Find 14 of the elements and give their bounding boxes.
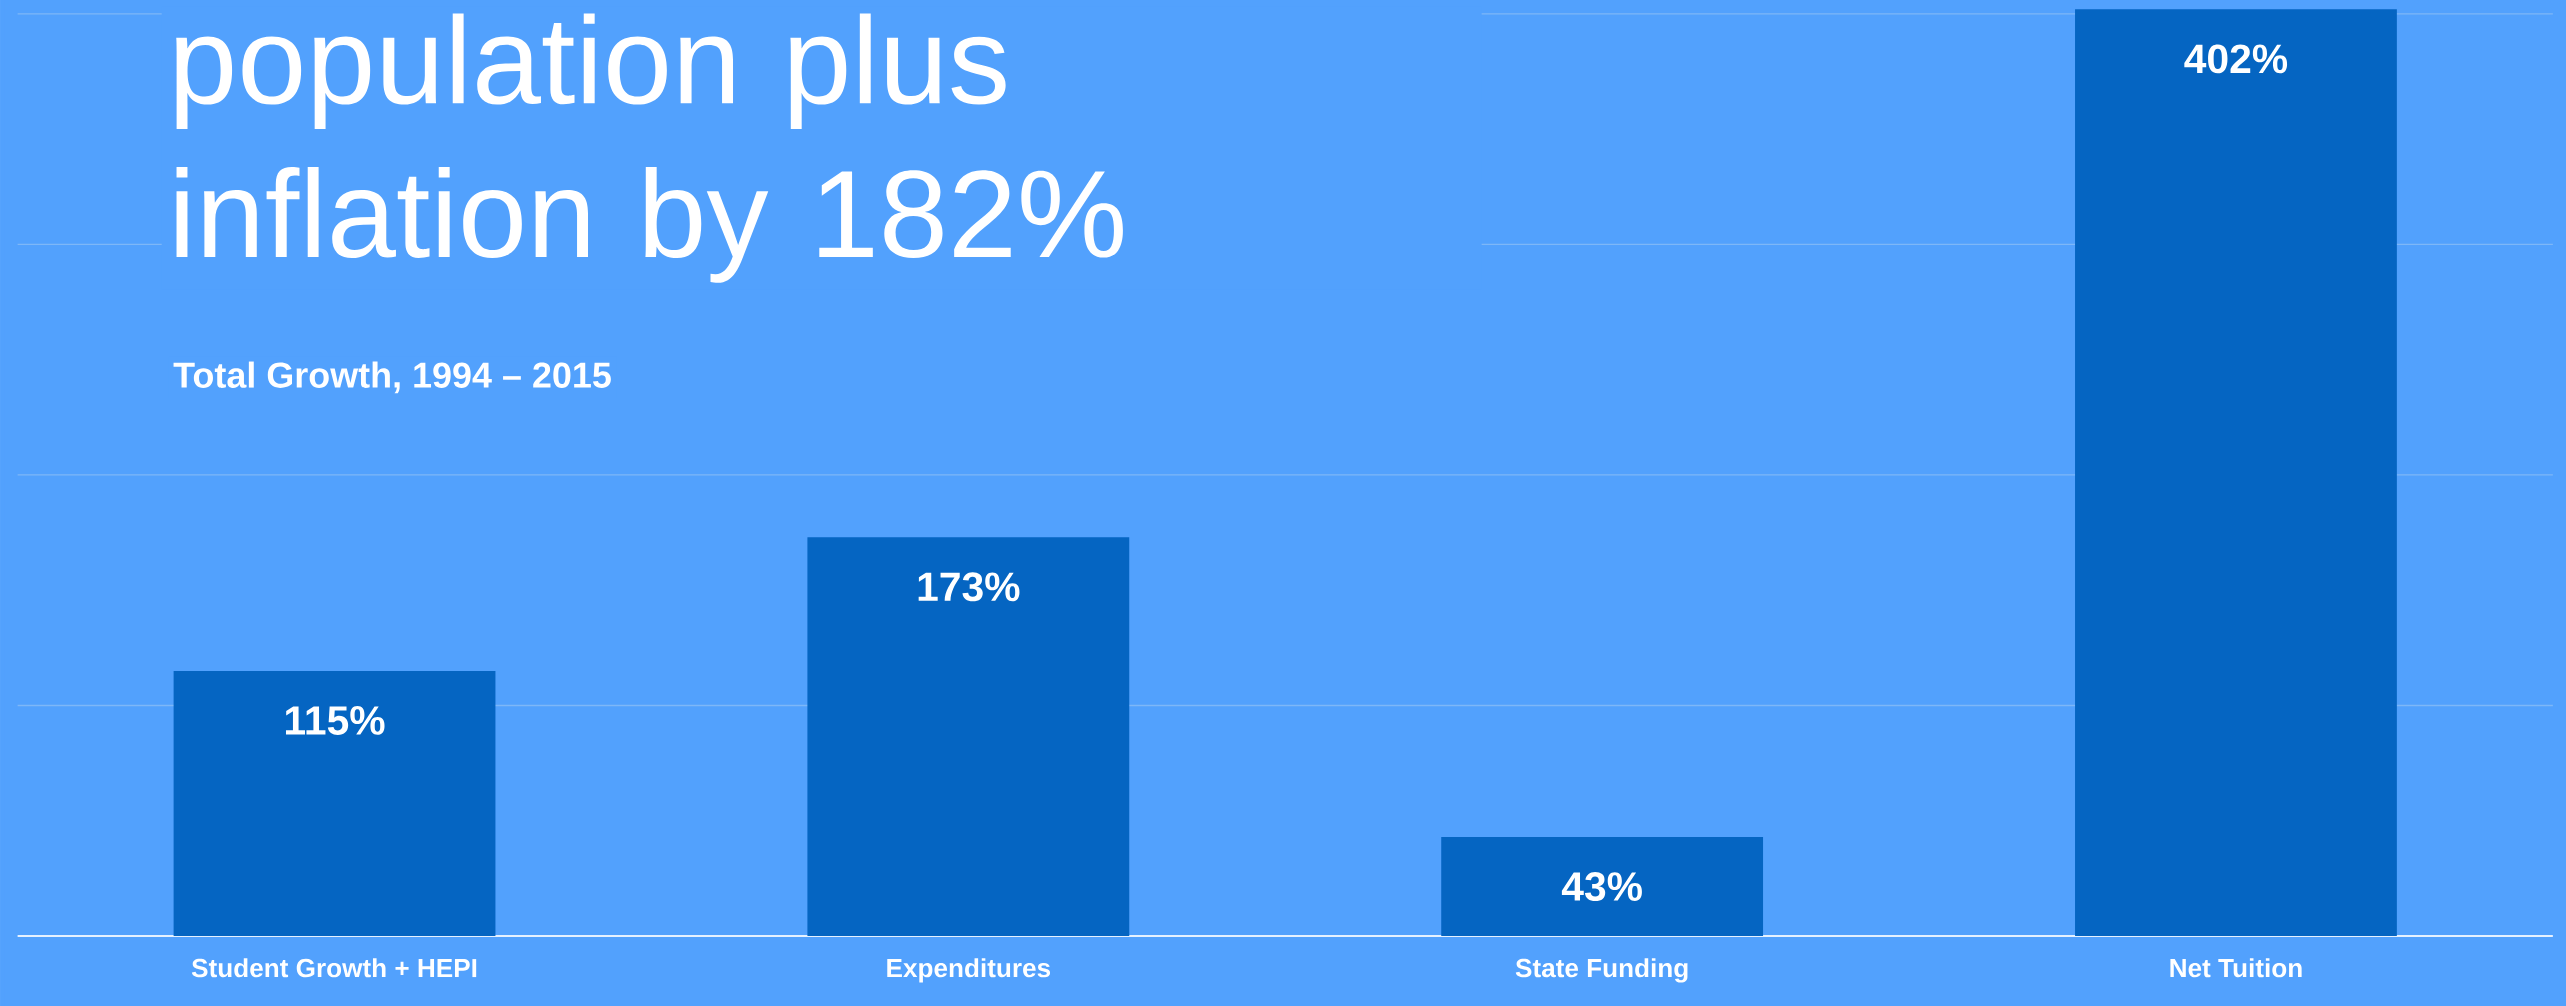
- text: population plus inflation by 182%: [176, 13, 1123, 283]
- x-tick-label: Student Growth + HEPI: [191, 958, 477, 978]
- text: Total Growth, 1994 – 2015: [173, 361, 611, 394]
- data-label: 43%: [1561, 871, 1642, 901]
- bar: [2075, 9, 2397, 936]
- bar: [807, 537, 1130, 936]
- data-label: 173%: [918, 572, 1020, 602]
- x-tick-label: Net Tuition: [2170, 958, 2302, 978]
- data-label: 115%: [285, 705, 385, 735]
- x-tick-label: State Funding: [1515, 958, 1688, 983]
- bar: [1441, 836, 1764, 936]
- x-tick-label: Expenditures: [887, 958, 1051, 983]
- data-label: 402%: [2184, 44, 2288, 74]
- bar: [173, 670, 496, 936]
